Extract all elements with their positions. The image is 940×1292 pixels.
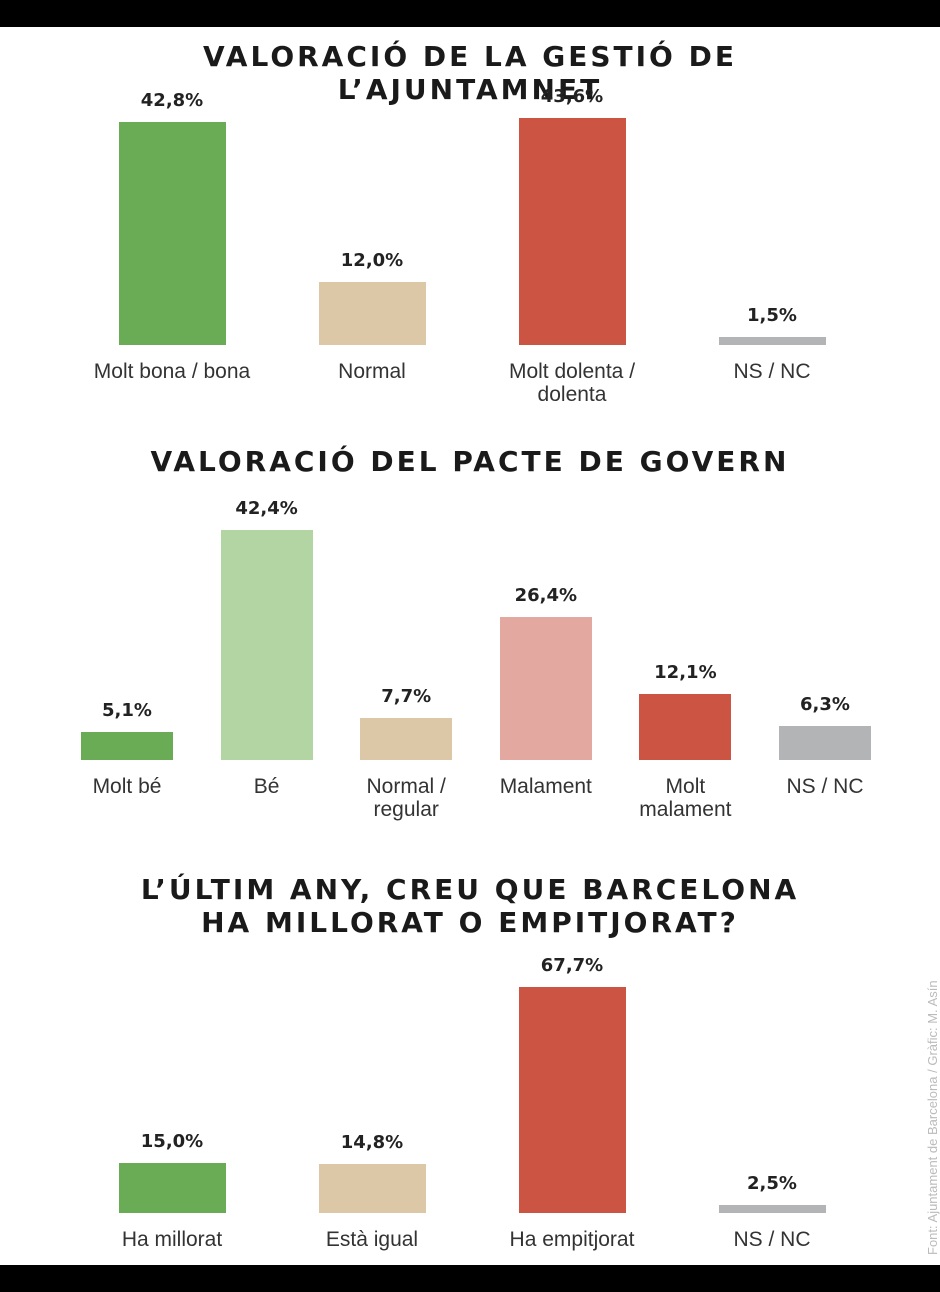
value-label: 43,6% [540,85,604,107]
category-label: NS / NC [786,775,864,798]
value-label: 42,8% [140,90,204,111]
value-label: 1,5% [747,305,797,327]
category-label: Normal [338,360,406,383]
top-band [0,0,940,27]
value-label: 26,4% [514,584,578,606]
chart-title: VALORACIÓ DE LA GESTIÓ DE L’AJUNTAMNET [203,40,737,106]
value-label: 2,5% [747,1172,797,1194]
bar [779,725,871,760]
category-label: Normal / regular [366,775,446,821]
source: Font: Ajuntament de Barcelona / Gràfic: … [925,980,940,1255]
bar [518,117,626,345]
category-label: Està igual [325,1228,419,1251]
category-label: Molt bé [92,775,162,798]
bar [360,718,453,760]
category-label: Molt bona / bona [93,360,251,383]
category-label: Ha millorat [121,1228,223,1251]
value-label: 15,0% [140,1130,204,1152]
bar [118,1162,226,1213]
category-label: Bé [253,775,280,798]
category-label: Malament [499,775,592,798]
bar [81,732,173,760]
category-label: NS / NC [733,1228,811,1251]
value-label: 14,8% [340,1131,404,1153]
value-label: 5,1% [102,700,152,722]
bar [220,530,313,760]
value-label: 7,7% [381,686,432,708]
bottom-band [0,1265,940,1292]
value-label: 12,0% [340,250,404,272]
bar [118,122,226,345]
category-label: Molt dolenta / dolenta [508,360,636,406]
value-label: 42,4% [235,498,298,520]
bar [639,694,732,760]
bar [318,282,426,345]
bar [718,1204,826,1213]
chart-title: L’ÚLTIM ANY, CREU QUE BARCELONA HA MILLO… [140,873,800,939]
chart-title: VALORACIÓ DEL PACTE DE GOVERN [150,445,790,478]
bar [499,616,592,760]
bar [318,1163,426,1213]
category-label: Molt malament [639,775,732,821]
value-label: 12,1% [654,662,717,684]
category-label: Ha empitjorat [509,1228,635,1251]
bar [518,986,626,1213]
category-label: NS / NC [733,360,811,383]
value-label: 6,3% [800,693,850,715]
value-label: 67,7% [540,954,604,976]
bar [718,337,826,345]
